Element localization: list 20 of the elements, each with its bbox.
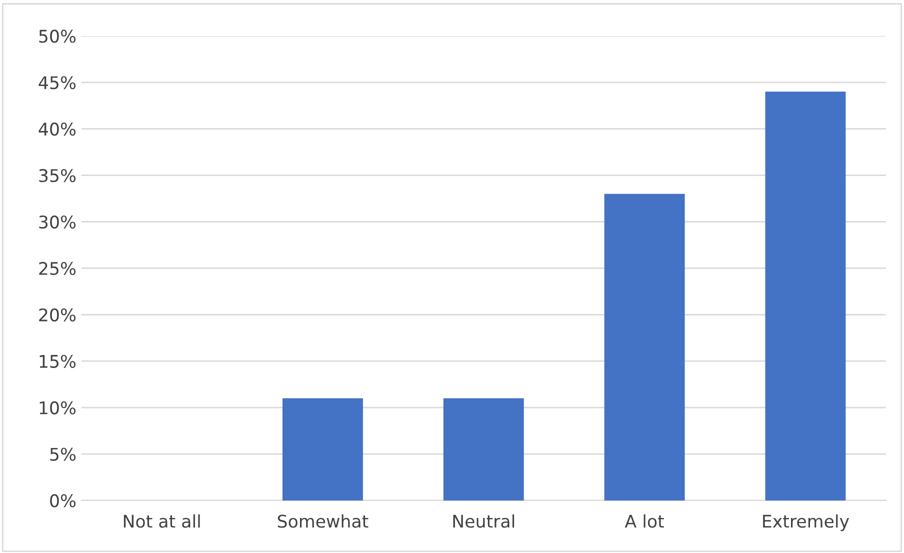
y-tick-label: 5%	[50, 448, 76, 461]
y-tick-label: 50%	[39, 30, 76, 43]
bar	[443, 398, 524, 500]
y-tick-label: 10%	[40, 401, 76, 414]
x-tick-label: Not at all	[124, 514, 200, 528]
y-tick-label: 45%	[38, 76, 76, 90]
x-tick-label: Somewhat	[278, 514, 368, 528]
y-tick-label: 25%	[39, 262, 76, 276]
y-tick-label: 0%	[50, 494, 76, 508]
bar	[604, 194, 685, 500]
x-tick-label: Neutral	[453, 514, 514, 528]
bar	[282, 398, 363, 500]
x-tick-label: A lot	[624, 514, 664, 528]
bar	[765, 92, 846, 500]
y-tick-label: 40%	[38, 122, 76, 136]
y-tick-label: 35%	[39, 169, 76, 182]
y-tick-label: 20%	[39, 308, 76, 322]
y-tick-label: 30%	[39, 215, 76, 229]
x-tick-label: Extremely	[763, 514, 850, 532]
y-tick-label: 15%	[40, 354, 76, 368]
